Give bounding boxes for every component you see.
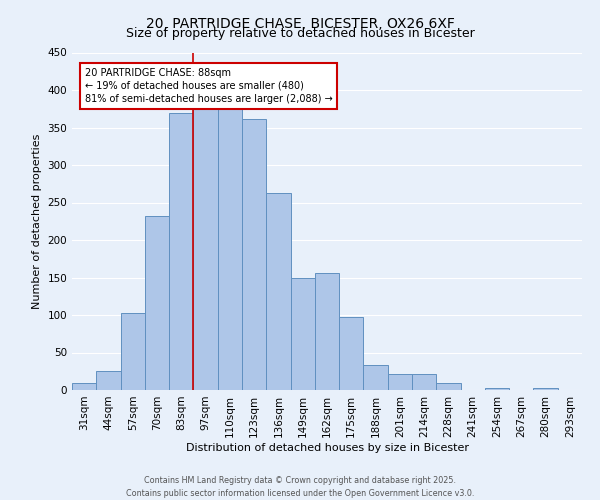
Bar — [169, 112, 193, 390]
Bar — [533, 388, 558, 390]
Text: Size of property relative to detached houses in Bicester: Size of property relative to detached ho… — [125, 28, 475, 40]
Bar — [436, 382, 461, 390]
Text: 20 PARTRIDGE CHASE: 88sqm
← 19% of detached houses are smaller (480)
81% of semi: 20 PARTRIDGE CHASE: 88sqm ← 19% of detac… — [85, 68, 332, 104]
Bar — [364, 365, 388, 390]
Bar — [218, 108, 242, 390]
Bar — [339, 318, 364, 390]
Bar — [121, 313, 145, 390]
X-axis label: Distribution of detached houses by size in Bicester: Distribution of detached houses by size … — [185, 442, 469, 452]
Bar — [266, 192, 290, 390]
Bar — [72, 382, 96, 390]
Bar — [242, 118, 266, 390]
Bar — [388, 374, 412, 390]
Text: 20, PARTRIDGE CHASE, BICESTER, OX26 6XF: 20, PARTRIDGE CHASE, BICESTER, OX26 6XF — [146, 18, 454, 32]
Bar — [315, 273, 339, 390]
Bar — [145, 216, 169, 390]
Y-axis label: Number of detached properties: Number of detached properties — [32, 134, 42, 309]
Bar — [193, 109, 218, 390]
Bar — [290, 278, 315, 390]
Bar — [412, 374, 436, 390]
Text: Contains HM Land Registry data © Crown copyright and database right 2025.
Contai: Contains HM Land Registry data © Crown c… — [126, 476, 474, 498]
Bar — [96, 371, 121, 390]
Bar — [485, 388, 509, 390]
